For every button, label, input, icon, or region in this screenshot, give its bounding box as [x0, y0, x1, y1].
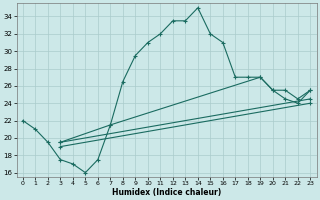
X-axis label: Humidex (Indice chaleur): Humidex (Indice chaleur) [112, 188, 221, 197]
